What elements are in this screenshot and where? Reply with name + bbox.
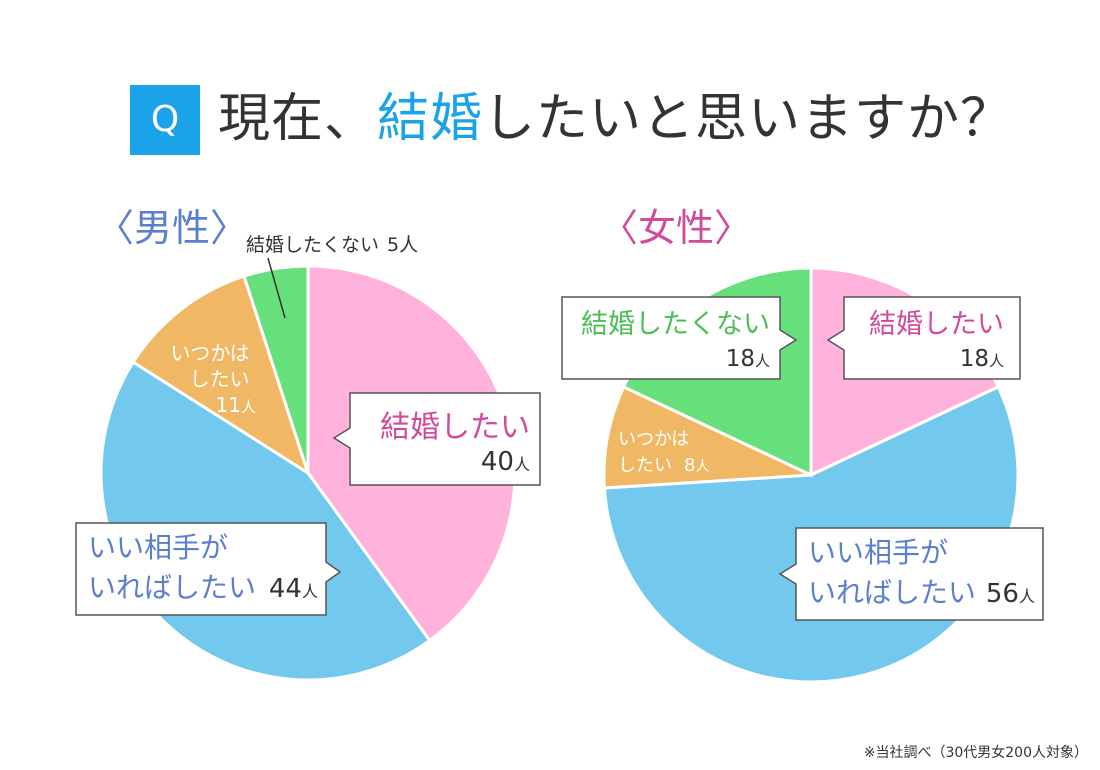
title-accent: 結婚 (377, 89, 484, 149)
male-want-value: 40人 (481, 447, 530, 477)
female-pie-slice-someday (602, 384, 812, 490)
question-badge: Q (130, 85, 200, 155)
footnote: ※当社調べ（30代男女200人対象） (863, 745, 1088, 761)
male-want-callout: 結婚したい 40人 (332, 392, 541, 486)
male-want-label: 結婚したい (380, 410, 530, 445)
female-chart-title: 〈女性〉 (600, 206, 753, 250)
female-not-want-value: 18人 (726, 346, 770, 372)
female-if-partner-value: 56人 (986, 579, 1035, 609)
page-title: 現在、結婚したいと思いますか？ (218, 86, 1013, 152)
male-someday-label: いつかは したい 11人 (170, 341, 256, 417)
male-not-want-label: 結婚したくない 5人 (246, 234, 418, 256)
female-not-want-label: 結婚したくない (581, 309, 770, 340)
title-prefix: 現在、 (218, 89, 378, 149)
male-pie-slice-not-want (242, 264, 310, 474)
female-want-label: 結婚したい (869, 309, 1004, 340)
male-if-partner-value: 44人 (269, 574, 318, 604)
male-if-partner-label: いい相手が いればしたい (88, 531, 256, 604)
female-want-callout: 結婚したい 18人 (826, 296, 1021, 380)
female-someday-label: いつかは したい 8人 (618, 429, 709, 476)
male-chart-title: 〈男性〉 (96, 206, 249, 250)
female-if-partner-label: いい相手が いればしたい (808, 536, 976, 609)
female-want-value: 18人 (960, 346, 1004, 372)
female-not-want-callout: 結婚したくない 18人 (561, 296, 798, 380)
male-not-want-leader (267, 257, 286, 319)
female-if-partner-callout: いい相手が いればしたい 56人 (778, 527, 1044, 621)
title-suffix: したいと思いますか？ (483, 89, 1014, 149)
male-if-partner-callout: いい相手が いればしたい 44人 (75, 522, 342, 616)
male-pie-slice-someday (131, 274, 311, 477)
